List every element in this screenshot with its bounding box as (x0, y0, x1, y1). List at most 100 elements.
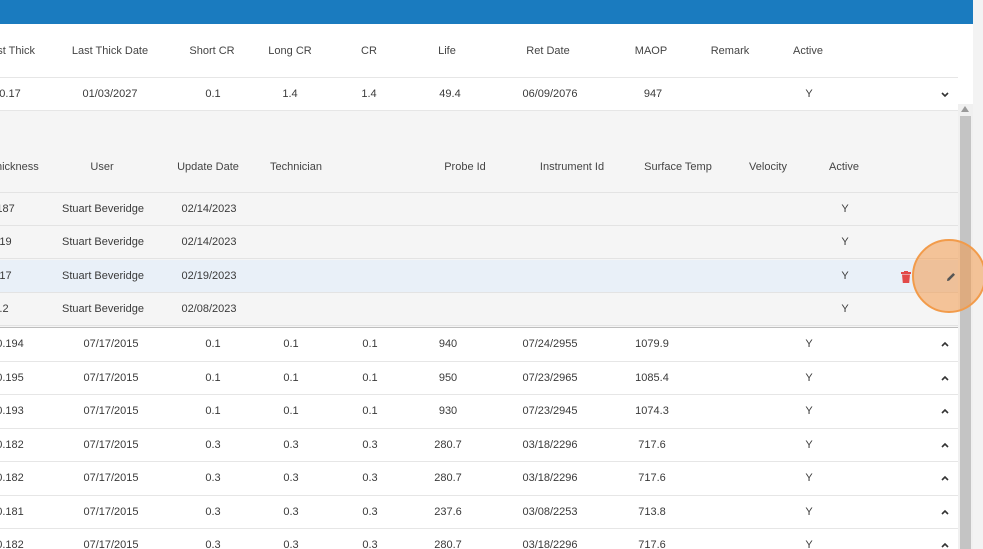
chevron-up-icon[interactable] (940, 529, 950, 549)
cell-short-cr: 0.3 (205, 539, 221, 549)
cell-ret-date: 07/23/2965 (522, 371, 578, 384)
pencil-icon[interactable] (944, 270, 958, 284)
cell-cr: 0.3 (362, 438, 378, 451)
cell-thickness: .187 (0, 203, 15, 215)
col-update-date[interactable]: Update Date (177, 161, 239, 173)
col-short-cr[interactable]: Short CR (189, 45, 235, 57)
col-last-thick-date[interactable]: Last Thick Date (71, 45, 149, 57)
header-bar (0, 0, 973, 24)
cell-thickness: .2 (0, 303, 9, 315)
cell-maop: 713.8 (638, 505, 666, 518)
col-velocity[interactable]: Velocity (749, 161, 787, 173)
cell-maop: 1079.9 (635, 338, 669, 350)
cell-active: Y (805, 472, 813, 484)
cell-short-cr: 0.1 (205, 88, 221, 100)
scrollbar-thumb[interactable] (960, 116, 971, 549)
cell-last-thick-date: 07/17/2015 (83, 472, 139, 484)
col-active[interactable]: Active (793, 45, 823, 57)
cell-cr: 0.3 (362, 539, 378, 549)
col-long-cr[interactable]: Long CR (268, 45, 312, 57)
table-row-expanded[interactable]: 0.17 01/03/2027 0.1 1.4 1.4 49.4 06/09/2… (0, 78, 958, 111)
main-table-header: Last Thick Last Thick Date Short CR Long… (0, 24, 958, 78)
cell-last-thick-date: 07/17/2015 (83, 371, 139, 384)
detail-table-header: Thickness User Update Date Technician Pr… (0, 111, 958, 193)
col-remark[interactable]: Remark (710, 45, 750, 57)
cell-user: Stuart Beveridge (62, 303, 144, 315)
chevron-up-icon[interactable] (940, 496, 950, 531)
trash-icon[interactable] (901, 271, 911, 283)
cell-long-cr: 0.3 (283, 505, 299, 518)
detail-row-selected[interactable]: .17 Stuart Beveridge 02/19/2023 Y (0, 260, 958, 293)
table-row[interactable]: 0.182 07/17/2015 0.3 0.3 0.3 280.7 03/18/2296 7… (0, 429, 958, 464)
cell-active: Y (805, 539, 813, 549)
cell-thickness: .19 (0, 236, 12, 248)
detail-row[interactable]: .187 Stuart Beveridge 02/14/2023 Y (0, 193, 958, 226)
col-surface-temp[interactable]: Surface Temp (644, 161, 712, 173)
table-row[interactable]: 0.193 07/17/2015 0.1 0.1 0.1 930 07/23/2945 107… (0, 395, 958, 429)
col-user[interactable]: User (90, 161, 114, 173)
cell-active: Y (841, 236, 849, 248)
col-life[interactable]: Life (438, 45, 456, 57)
cell-last-thick-date: 01/03/2027 (82, 88, 138, 100)
cell-life: 280.7 (434, 472, 462, 484)
cell-user: Stuart Beveridge (62, 236, 144, 248)
cell-update-date: 02/14/2023 (181, 203, 237, 215)
col-maop[interactable]: MAOP (634, 45, 668, 57)
cell-long-cr: 1.4 (282, 88, 298, 100)
cell-active: Y (805, 405, 813, 417)
chevron-down-icon[interactable] (940, 78, 950, 113)
table-row[interactable]: 0.194 07/17/2015 0.1 0.1 0.1 940 07/24/2955 107… (0, 328, 958, 362)
cell-short-cr: 0.1 (205, 405, 221, 417)
cell-last-thick: 0.182 (0, 472, 24, 484)
cell-active: Y (805, 338, 813, 350)
cell-ret-date: 07/23/2945 (522, 405, 578, 417)
scroll-up-arrow-icon[interactable] (961, 106, 969, 112)
chevron-up-icon[interactable] (940, 362, 950, 397)
chevron-up-icon[interactable] (940, 462, 950, 497)
col-cr[interactable]: CR (361, 45, 377, 57)
cell-long-cr: 0.3 (283, 539, 299, 549)
cell-long-cr: 0.1 (283, 405, 299, 417)
cell-ret-date: 03/08/2253 (522, 505, 578, 518)
cell-short-cr: 0.1 (205, 338, 221, 350)
cell-ret-date: 03/18/2296 (522, 438, 578, 451)
cell-ret-date: 03/18/2296 (522, 472, 578, 484)
chevron-up-icon[interactable] (940, 429, 950, 464)
cell-life: 280.7 (434, 438, 462, 451)
cell-active: Y (805, 438, 813, 451)
cell-user: Stuart Beveridge (62, 270, 144, 282)
cell-long-cr: 0.3 (283, 472, 299, 484)
cell-life: 930 (438, 405, 458, 417)
cell-ret-date: 07/24/2955 (522, 338, 578, 350)
cell-life: 950 (438, 371, 458, 384)
cell-update-date: 02/08/2023 (181, 303, 237, 315)
cell-life: 280.7 (434, 539, 462, 549)
detail-row[interactable]: .19 Stuart Beveridge 02/14/2023 Y (0, 226, 958, 259)
col-technician[interactable]: Technician (270, 161, 322, 173)
cell-last-thick-date: 07/17/2015 (83, 438, 139, 451)
cell-last-thick-date: 07/17/2015 (83, 539, 139, 549)
cell-long-cr: 0.1 (283, 338, 299, 350)
chevron-up-icon[interactable] (940, 328, 950, 363)
col-thickness[interactable]: Thickness (0, 161, 39, 173)
cell-last-thick: 0.17 (0, 88, 21, 100)
col-probe-id[interactable]: Probe Id (444, 161, 486, 173)
cell-cr: 0.1 (362, 405, 378, 417)
col-last-thick[interactable]: Last Thick (0, 45, 35, 57)
col-instrument-id[interactable]: Instrument Id (539, 161, 605, 173)
cell-short-cr: 0.3 (205, 472, 221, 484)
table-row[interactable]: 0.181 07/17/2015 0.3 0.3 0.3 237.6 03/08/2253 7… (0, 496, 958, 531)
table-row[interactable]: 0.195 07/17/2015 0.1 0.1 0.1 950 07/23/2965 108… (0, 362, 958, 397)
chevron-up-icon[interactable] (940, 395, 950, 430)
table-row[interactable]: 0.182 07/17/2015 0.3 0.3 0.3 280.7 03/18/2296 7… (0, 462, 958, 496)
cell-active: Y (841, 303, 849, 315)
col-ret-date[interactable]: Ret Date (526, 45, 570, 57)
vertical-scrollbar[interactable] (958, 104, 973, 549)
table-row[interactable]: 0.182 07/17/2015 0.3 0.3 0.3 280.7 03/18/2296 7… (0, 529, 958, 549)
cell-maop: 717.6 (638, 539, 666, 549)
cell-active: Y (841, 203, 849, 215)
detail-row[interactable]: .2 Stuart Beveridge 02/08/2023 Y (0, 293, 958, 326)
col-detail-active[interactable]: Active (829, 161, 859, 173)
cell-last-thick: 0.194 (0, 338, 24, 350)
cell-last-thick: 0.181 (0, 505, 24, 518)
